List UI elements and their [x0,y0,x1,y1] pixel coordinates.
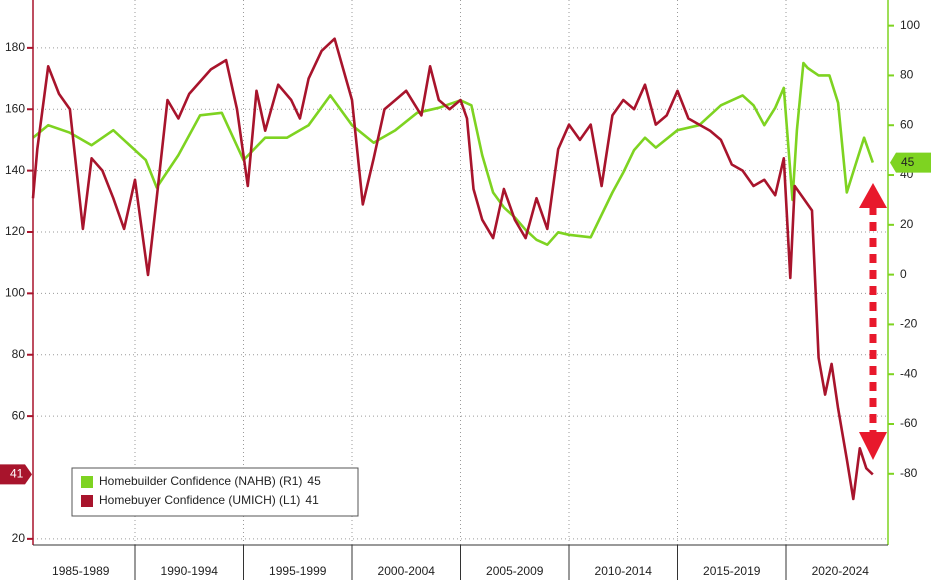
arrow-head [859,432,887,460]
arrow-head [859,183,887,208]
x-tick-label: 2010-2014 [595,564,653,578]
x-tick-label: 2020-2024 [812,564,870,578]
legend-label: Homebuilder Confidence (NAHB) (R1) 45 [99,474,321,488]
plot [31,37,875,501]
y-tick-label: 180 [5,40,25,54]
y-tick-label: 60 [12,408,26,422]
y-tick-label: 120 [5,224,25,238]
legend-last-value: 45 [307,474,321,488]
x-tick-label: 2005-2009 [486,564,544,578]
grid [33,0,888,545]
line-series [31,37,874,501]
last-value-label: 41 [10,467,24,481]
y2-tick-label: 80 [900,68,914,82]
last-value-box [890,152,931,173]
y-tick-label: 80 [12,347,26,361]
legend: Homebuilder Confidence (NAHB) (R1) 45Home… [71,467,359,517]
legend-name: Homebuyer Confidence (UMICH) (L1) [99,493,300,507]
legend-swatch [81,495,93,507]
y2-tick-label: -20 [900,317,918,331]
legend-last-value: 41 [305,493,319,507]
legend-box [71,467,359,517]
legend-swatch [81,476,93,488]
y-tick-label: 100 [5,286,25,300]
x-tick-label: 1985-1989 [52,564,110,578]
y2-tick-label: -40 [900,366,918,380]
y2-tick-label: -80 [900,466,918,480]
x-tick-label: 2015-2019 [703,564,761,578]
y2-tick-label: 100 [900,18,920,32]
y-tick-label: 20 [12,531,26,545]
y-tick-label: 140 [5,163,25,177]
y2-tick-label: 20 [900,217,914,231]
last-value-box [0,464,32,485]
y2-tick-label: 60 [900,117,914,131]
last-value-label: 45 [901,155,915,169]
y2-tick-label: 0 [900,267,907,281]
y2-tick-label: -60 [900,416,918,430]
legend-name: Homebuilder Confidence (NAHB) (R1) [99,474,302,488]
annotation-arrow [859,183,887,460]
x-tick-label: 2000-2004 [378,564,436,578]
x-tick-label: 1990-1994 [161,564,219,578]
legend-label: Homebuyer Confidence (UMICH) (L1) 41 [99,493,319,507]
x-tick-label: 1995-1999 [269,564,327,578]
line-series [32,61,875,246]
y-tick-label: 160 [5,101,25,115]
